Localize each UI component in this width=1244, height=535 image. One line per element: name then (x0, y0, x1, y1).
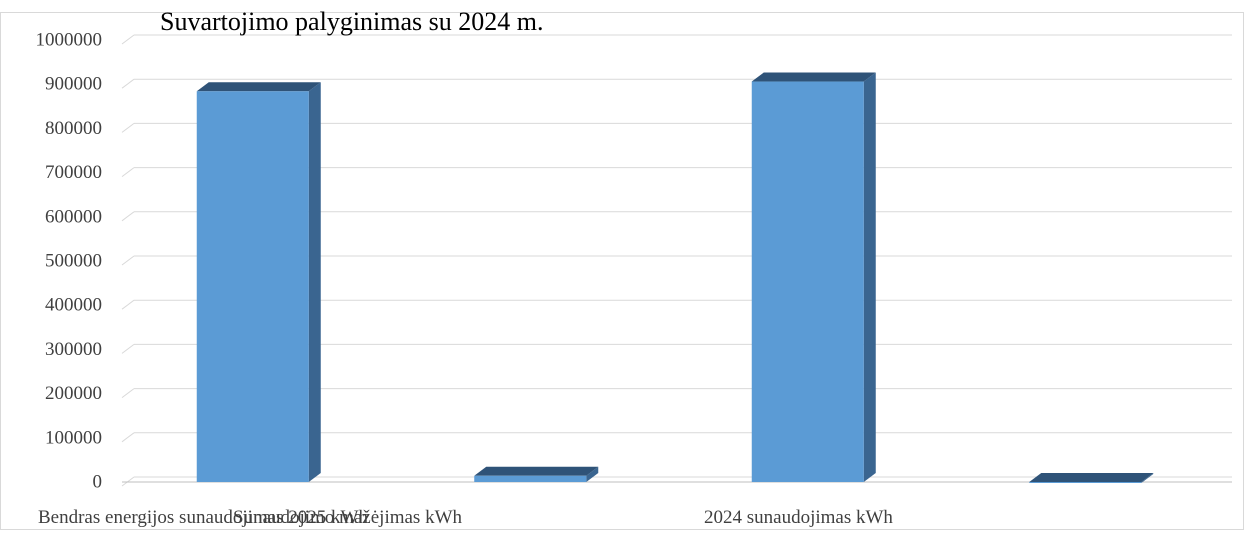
bar-front (196, 91, 309, 482)
plot-frame (0, 12, 1244, 530)
bar-side (308, 82, 321, 482)
gridline-depth (121, 211, 135, 222)
gridline-depth (121, 123, 135, 133)
y-tick-label: 300000 (45, 339, 102, 360)
bar-front (474, 475, 587, 482)
x-tick-label: 2024 sunaudojimas kWh (704, 507, 893, 528)
gridline-depth (121, 343, 135, 354)
y-tick-label: 0 (93, 472, 103, 493)
bar-top (196, 82, 321, 92)
bar-top (1029, 473, 1154, 482)
chart-title: Suvartojimo palyginimas su 2024 m. (160, 7, 544, 36)
y-tick-label: 800000 (45, 118, 102, 139)
bar-front (751, 81, 864, 482)
y-axis-tick-labels: 0 100000 200000 300000 400000 500000 600000 700… (36, 30, 103, 493)
gridline-depth (121, 255, 135, 266)
bar-top (474, 466, 599, 476)
bar (196, 82, 321, 482)
bar-front (1029, 482, 1142, 483)
x-tick-label: Bendras energijos sunaudojimas 2025 kWh (38, 507, 368, 528)
y-tick-label: 400000 (45, 295, 102, 316)
bar (474, 466, 599, 482)
bar-side (1141, 473, 1154, 483)
y-tick-label: 600000 (45, 206, 102, 227)
gridline-depth (121, 78, 135, 89)
gridline-depth (121, 34, 135, 45)
y-tick-label: 500000 (45, 251, 102, 272)
bar-top (751, 72, 876, 82)
bar-side (863, 72, 876, 482)
gridline-depth (121, 432, 135, 443)
y-tick-label: 100000 (45, 427, 102, 448)
y-tick-label: 1000000 (36, 30, 103, 51)
bar-side (586, 466, 599, 482)
y-tick-label: 700000 (45, 162, 102, 183)
bar (751, 72, 876, 482)
bar (1029, 473, 1154, 483)
gridline-depth (121, 388, 135, 399)
x-tick-label: Sunaudojimo mažėjimas kWh (233, 507, 463, 528)
gridline-depth (121, 167, 135, 178)
y-tick-label: 200000 (45, 383, 102, 404)
y-tick-label: 900000 (45, 74, 102, 95)
gridline-depth (121, 299, 135, 310)
bars (196, 72, 1154, 483)
x-axis-tick-labels: Bendras energijos sunaudojimas 2025 kWhS… (38, 507, 893, 528)
